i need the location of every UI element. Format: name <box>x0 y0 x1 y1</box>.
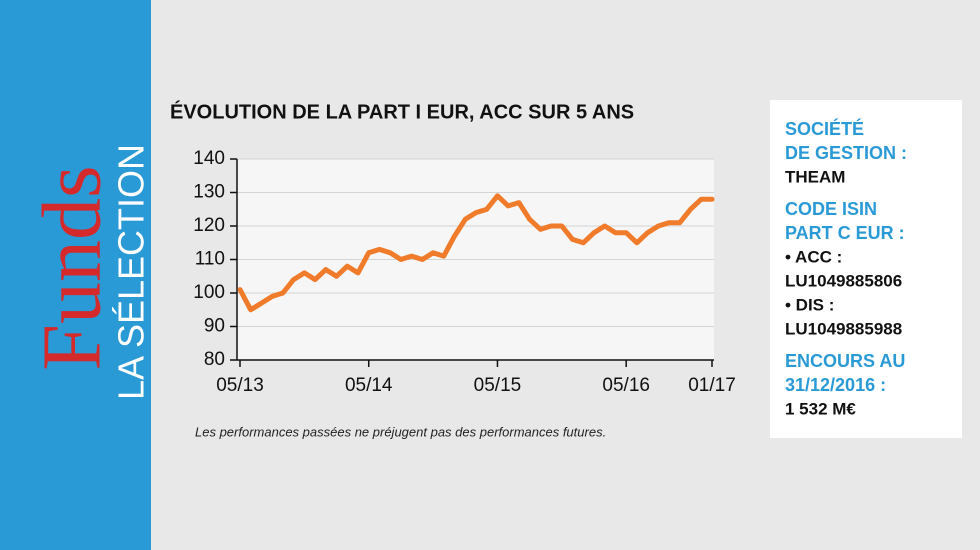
info-label: DE GESTION : <box>785 143 907 163</box>
info-value: LU1049885988 <box>785 319 902 338</box>
info-label: 31/12/2016 : <box>785 375 886 395</box>
info-label: ENCOURS AU <box>785 351 905 371</box>
y-tick-label: 110 <box>195 249 225 270</box>
chart-title: ÉVOLUTION DE LA PART I EUR, ACC SUR 5 AN… <box>170 100 634 123</box>
y-tick-label: 120 <box>193 215 225 236</box>
x-tick-label: 05/15 <box>474 375 522 396</box>
y-tick-label: 130 <box>193 182 225 203</box>
info-panel <box>770 100 962 438</box>
y-tick-label: 90 <box>204 316 225 337</box>
info-value: 1 532 M€ <box>785 399 856 418</box>
x-tick-label: 05/14 <box>345 375 393 396</box>
chart-note: Les performances passées ne préjugent pa… <box>195 424 606 439</box>
info-value: • DIS : <box>785 295 834 314</box>
info-label: CODE ISIN <box>785 199 877 219</box>
y-tick-label: 80 <box>204 349 225 370</box>
info-label: PART C EUR : <box>785 223 905 243</box>
info-value: LU1049885806 <box>785 271 902 290</box>
y-tick-label: 140 <box>193 148 225 169</box>
info-value: • ACC : <box>785 247 842 266</box>
brand-name: Funds <box>25 165 118 370</box>
brand-tagline: LA SÉLECTION <box>111 144 152 400</box>
y-tick-label: 100 <box>193 282 225 303</box>
x-tick-label: 05/13 <box>216 375 264 396</box>
price-line <box>237 193 715 313</box>
brand-band <box>0 0 151 550</box>
info-value: THEAM <box>785 167 845 186</box>
x-tick-label: 05/16 <box>602 375 650 396</box>
info-label: SOCIÉTÉ <box>785 118 864 139</box>
x-tick-label: 01/17 <box>688 375 736 396</box>
